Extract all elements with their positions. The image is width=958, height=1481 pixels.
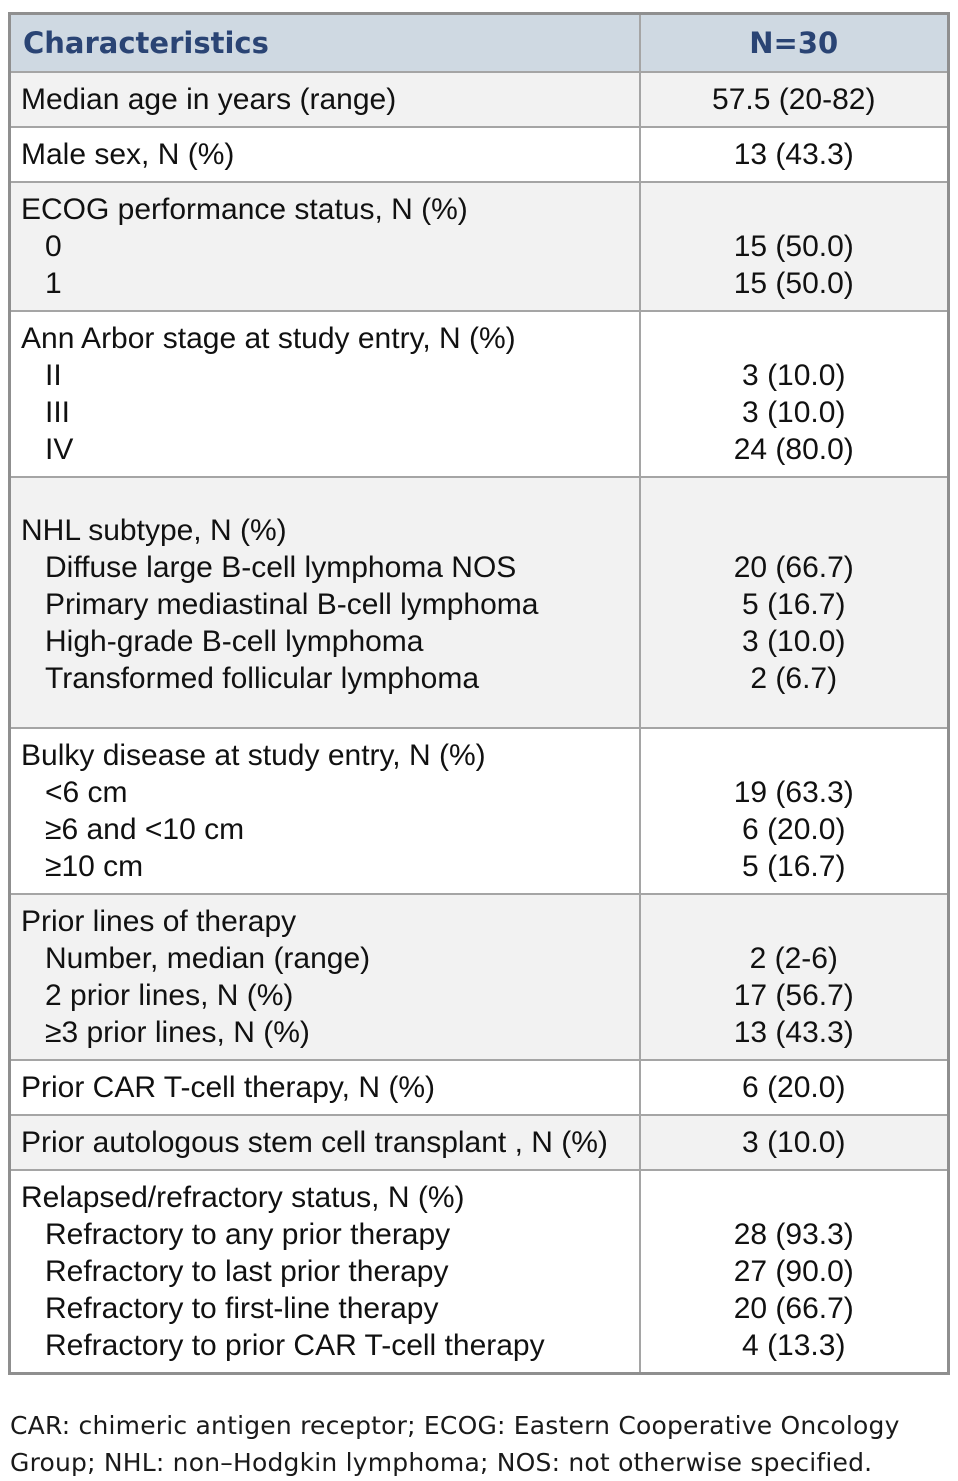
value-cell: 3 (10.0) 3 (10.0) 24 (80.0) (638, 310, 950, 478)
value-line: 3 (10.0) (742, 625, 846, 658)
value-cell: 6 (20.0) (638, 1059, 950, 1116)
value-line: 4 (13.3) (742, 1329, 846, 1362)
table-row: Ann Arbor stage at study entry, N (%) II I… (8, 310, 950, 478)
sub-label-line: ≥3 prior lines, N (%) (45, 1016, 310, 1049)
value-cell: 28 (93.3) 27 (90.0) 20 (66.7) 4 (13.3) (638, 1169, 950, 1375)
label-line: Bulky disease at study entry, N (%) (21, 739, 486, 772)
label-line: Prior autologous stem cell transplant , … (21, 1126, 608, 1159)
label-line: Male sex, N (%) (21, 138, 235, 171)
value-line: 15 (50.0) (733, 230, 854, 263)
sub-label-line: Transformed follicular lymphoma (45, 662, 480, 695)
table-row: Bulky disease at study entry, N (%) <6 cm… (8, 727, 950, 895)
value-cell: 2 (2-6) 17 (56.7) 13 (43.3) (638, 893, 950, 1061)
sub-label-line: High-grade B-cell lymphoma (45, 625, 424, 658)
characteristic-cell: Relapsed/refractory status, N (%) Refract… (8, 1169, 641, 1375)
label-line: Prior CAR T-cell therapy, N (%) (21, 1071, 435, 1104)
value-cell: 3 (10.0) (638, 1114, 950, 1171)
value-line: 6 (20.0) (742, 1071, 846, 1104)
sub-label-line: ≥6 and <10 cm (45, 813, 245, 846)
value-line: 5 (16.7) (742, 588, 846, 621)
table-header: Characteristics N=30 (8, 12, 950, 73)
value-line: 13 (43.3) (733, 138, 854, 171)
header-characteristics: Characteristics (8, 12, 641, 73)
value-line: 24 (80.0) (733, 433, 854, 466)
value-cell: 57.5 (20-82) (638, 71, 950, 128)
header-n30: N=30 (638, 12, 950, 73)
table-row: Prior CAR T-cell therapy, N (%) 6 (20.0) (8, 1059, 950, 1116)
value-line: 28 (93.3) (733, 1218, 854, 1251)
label-line: Median age in years (range) (21, 83, 397, 116)
value-cell: 13 (43.3) (638, 126, 950, 183)
label-line: Ann Arbor stage at study entry, N (%) (21, 322, 516, 355)
sub-label-line: ≥10 cm (45, 850, 144, 883)
sub-label-line: III (45, 396, 71, 429)
characteristic-cell: NHL subtype, N (%) Diffuse large B-cell l… (8, 476, 641, 729)
sub-label-line: Diffuse large B-cell lymphoma NOS (45, 551, 517, 584)
value-line (647, 903, 942, 940)
value-line (647, 512, 942, 549)
table-row: Relapsed/refractory status, N (%) Refract… (8, 1169, 950, 1375)
value-line: 13 (43.3) (733, 1016, 854, 1049)
value-line (647, 320, 942, 357)
header-row: Characteristics N=30 (8, 12, 950, 73)
characteristic-cell: Prior CAR T-cell therapy, N (%) (8, 1059, 641, 1116)
value-cell: 15 (50.0) 15 (50.0) (638, 181, 950, 312)
footnote: CAR: chimeric antigen receptor; ECOG: Ea… (10, 1407, 950, 1481)
label-line: Relapsed/refractory status, N (%) (21, 1181, 465, 1214)
characteristic-cell: Prior autologous stem cell transplant , … (8, 1114, 641, 1171)
table-row: NHL subtype, N (%) Diffuse large B-cell l… (8, 476, 950, 729)
value-line: 20 (66.7) (733, 551, 854, 584)
value-line: 19 (63.3) (733, 776, 854, 809)
value-line (647, 191, 942, 228)
characteristic-cell: Male sex, N (%) (8, 126, 641, 183)
table-body: Median age in years (range) 57.5 (20-82) M… (8, 71, 950, 1375)
value-line: 20 (66.7) (733, 1292, 854, 1325)
label-line: ECOG performance status, N (%) (21, 193, 468, 226)
sub-label-line: 1 (45, 267, 62, 300)
value-line: 3 (10.0) (742, 396, 846, 429)
table-row: Median age in years (range) 57.5 (20-82) (8, 71, 950, 128)
label-line: NHL subtype, N (%) (21, 514, 287, 547)
sub-label-line: Number, median (range) (45, 942, 371, 975)
characteristic-cell: Bulky disease at study entry, N (%) <6 cm… (8, 727, 641, 895)
value-line: 3 (10.0) (742, 359, 846, 392)
value-cell: 19 (63.3) 6 (20.0) 5 (16.7) (638, 727, 950, 895)
value-line: 15 (50.0) (733, 267, 854, 300)
value-line (647, 1179, 942, 1216)
sub-label-line: 2 prior lines, N (%) (45, 979, 294, 1012)
table-row: Male sex, N (%) 13 (43.3) (8, 126, 950, 183)
footnote-line-1: CAR: chimeric antigen receptor; ECOG: Ea… (10, 1411, 900, 1440)
characteristics-table: Characteristics N=30 Median age in years… (8, 12, 950, 1375)
characteristic-cell: Prior lines of therapy Number, median (ra… (8, 893, 641, 1061)
value-line: 6 (20.0) (742, 813, 846, 846)
table-row: Prior autologous stem cell transplant , … (8, 1114, 950, 1171)
sub-label-line: II (45, 359, 62, 392)
footnote-line-2: Group; NHL: non–Hodgkin lymphoma; NOS: n… (10, 1448, 873, 1477)
sub-label-line: Refractory to any prior therapy (45, 1218, 451, 1251)
sub-label-line: Refractory to prior CAR T-cell therapy (45, 1329, 545, 1362)
table-row: Prior lines of therapy Number, median (ra… (8, 893, 950, 1061)
value-line: 2 (6.7) (750, 662, 838, 695)
characteristic-cell: Median age in years (range) (8, 71, 641, 128)
sub-label-line: <6 cm (45, 776, 128, 809)
table-row: ECOG performance status, N (%) 0 1 15 (50.… (8, 181, 950, 312)
sub-label-line: IV (45, 433, 74, 466)
value-line (647, 737, 942, 774)
value-line: 3 (10.0) (742, 1126, 846, 1159)
characteristic-cell: Ann Arbor stage at study entry, N (%) II I… (8, 310, 641, 478)
value-line: 57.5 (20-82) (712, 83, 876, 116)
sub-label-line: Refractory to first-line therapy (45, 1292, 439, 1325)
value-cell: 20 (66.7) 5 (16.7) 3 (10.0) 2 (6.7) (638, 476, 950, 729)
sub-label-line: Primary mediastinal B-cell lymphoma (45, 588, 539, 621)
label-line: Prior lines of therapy (21, 905, 297, 938)
value-line: 27 (90.0) (733, 1255, 854, 1288)
sub-label-line: 0 (45, 230, 62, 263)
characteristic-cell: ECOG performance status, N (%) 0 1 (8, 181, 641, 312)
value-line: 17 (56.7) (733, 979, 854, 1012)
value-line: 5 (16.7) (742, 850, 846, 883)
value-line: 2 (2-6) (749, 942, 838, 975)
sub-label-line: Refractory to last prior therapy (45, 1255, 449, 1288)
